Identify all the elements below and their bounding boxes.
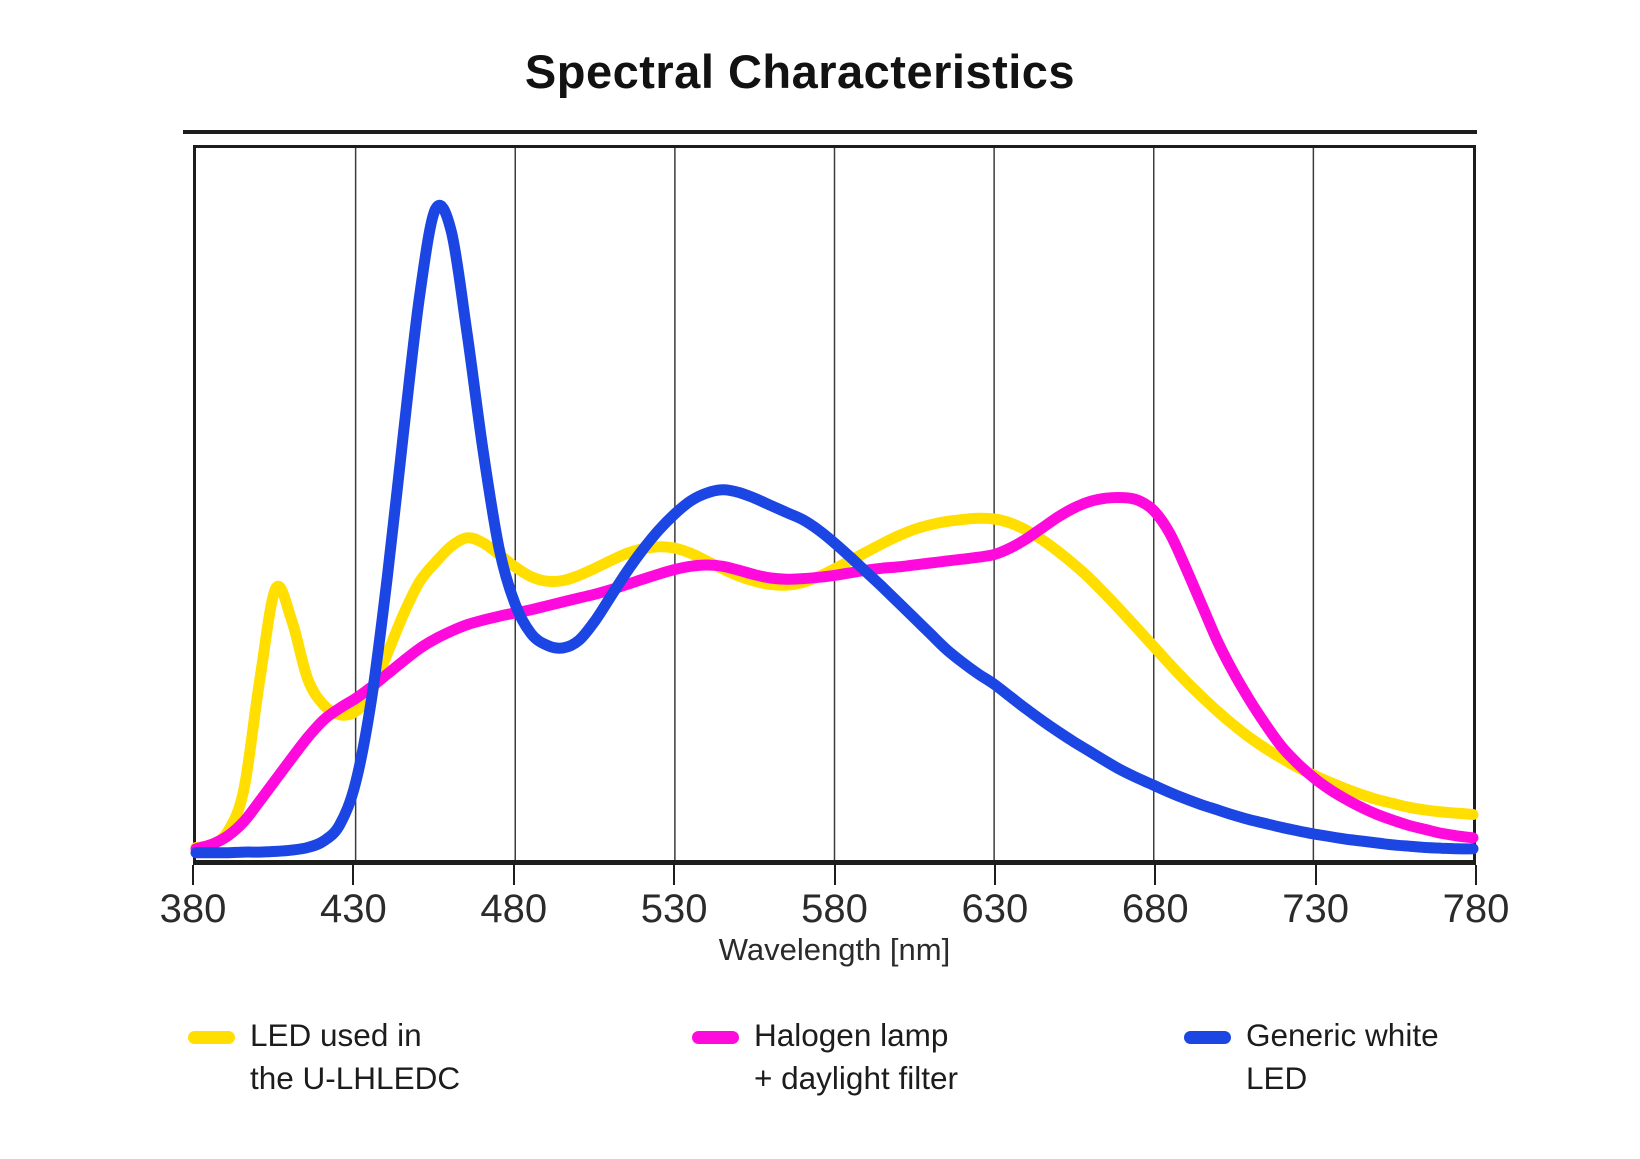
x-tick-630 — [993, 865, 996, 885]
legend-label-white-led: Generic white LED — [1246, 1014, 1439, 1101]
legend-swatch-led-icon — [188, 1031, 235, 1044]
x-tick-label-580: 580 — [801, 887, 868, 931]
x-tick-label-680: 680 — [1121, 887, 1189, 931]
curve-generic-white-led — [190, 199, 1479, 859]
x-tick-label-530: 530 — [640, 887, 708, 931]
x-tick-580 — [833, 865, 836, 885]
x-tick-label-780: 780 — [1442, 887, 1510, 931]
legend-item-halogen-daylight: Halogen lamp + daylight filter — [692, 1014, 958, 1101]
x-tick-780 — [1475, 865, 1477, 885]
legend-label-halogen-line2: + daylight filter — [754, 1060, 958, 1097]
legend-item-led-u-lhledc: LED used in the U-LHLEDC — [188, 1014, 460, 1101]
x-tick-480 — [512, 865, 515, 885]
chart-title: Spectral Characteristics — [524, 45, 1076, 98]
legend-swatch-halogen-icon — [692, 1031, 739, 1044]
legend-label-white-led-line2: LED — [1246, 1060, 1308, 1097]
x-tick-label-630: 630 — [961, 887, 1029, 931]
legend-label-led: LED used in the U-LHLEDC — [250, 1014, 460, 1101]
plot-area — [190, 145, 1479, 865]
curves-svg — [190, 148, 1479, 860]
legend-label-halogen: Halogen lamp + daylight filter — [754, 1014, 958, 1101]
legend-swatch-white-led-icon — [1184, 1031, 1231, 1044]
legend-label-halogen-line1: Halogen lamp — [754, 1017, 949, 1053]
x-tick-680 — [1154, 865, 1157, 885]
x-tick-label-430: 430 — [320, 887, 387, 931]
curve-halogen-daylight-filter — [190, 491, 1479, 855]
x-tick-label-380: 380 — [159, 887, 227, 931]
legend-label-led-line2: the U-LHLEDC — [250, 1060, 461, 1097]
x-tick-380 — [192, 865, 194, 885]
x-tick-730 — [1314, 865, 1317, 885]
x-tick-430 — [352, 865, 355, 885]
x-tick-530 — [673, 865, 676, 885]
x-tick-label-730: 730 — [1282, 887, 1349, 931]
x-axis-label: Wavelength [nm] — [718, 932, 951, 967]
title-underline — [183, 130, 1477, 134]
legend-label-led-line1: LED used in — [250, 1017, 422, 1053]
x-tick-label-480: 480 — [480, 887, 548, 931]
legend-label-white-led-line1: Generic white — [1246, 1017, 1439, 1053]
x-axis-ticks: 380 430 480 530 580 630 680 730 780 — [160, 865, 1509, 960]
legend-item-generic-white-led: Generic white LED — [1184, 1014, 1439, 1101]
